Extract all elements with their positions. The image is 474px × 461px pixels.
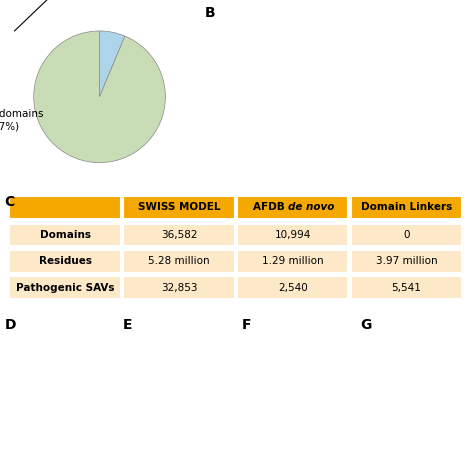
- FancyBboxPatch shape: [237, 276, 348, 299]
- FancyBboxPatch shape: [9, 224, 121, 246]
- FancyBboxPatch shape: [123, 250, 235, 273]
- Text: de novo: de novo: [288, 202, 334, 213]
- Text: Domain Linkers: Domain Linkers: [361, 202, 452, 213]
- Text: 0: 0: [403, 230, 410, 240]
- Text: B: B: [205, 6, 215, 20]
- Text: SWISS MODEL: SWISS MODEL: [137, 202, 220, 213]
- FancyBboxPatch shape: [351, 276, 462, 299]
- Text: Interpro domains
(93.7%): Interpro domains (93.7%): [0, 109, 44, 131]
- Text: G: G: [360, 318, 372, 332]
- FancyBboxPatch shape: [237, 224, 348, 246]
- FancyBboxPatch shape: [237, 250, 348, 273]
- FancyBboxPatch shape: [123, 224, 235, 246]
- FancyBboxPatch shape: [351, 196, 462, 219]
- Text: Pathogenic SAVs: Pathogenic SAVs: [16, 283, 114, 293]
- Text: 36,582: 36,582: [161, 230, 197, 240]
- Text: E: E: [123, 318, 133, 332]
- FancyBboxPatch shape: [237, 196, 348, 219]
- FancyBboxPatch shape: [123, 276, 235, 299]
- Text: 5,541: 5,541: [392, 283, 421, 293]
- Wedge shape: [100, 31, 125, 97]
- Text: Residues: Residues: [39, 256, 91, 266]
- FancyBboxPatch shape: [351, 224, 462, 246]
- Text: 3.97 million: 3.97 million: [375, 256, 438, 266]
- FancyBboxPatch shape: [123, 196, 235, 219]
- Text: F: F: [242, 318, 251, 332]
- Wedge shape: [34, 31, 165, 163]
- Text: 32,853: 32,853: [161, 283, 197, 293]
- Text: 10,994: 10,994: [274, 230, 311, 240]
- FancyBboxPatch shape: [9, 276, 121, 299]
- FancyBboxPatch shape: [9, 196, 121, 219]
- Text: 1.29 million: 1.29 million: [262, 256, 324, 266]
- Text: AFDB: AFDB: [253, 202, 288, 213]
- FancyBboxPatch shape: [351, 250, 462, 273]
- Text: 2,540: 2,540: [278, 283, 308, 293]
- FancyBboxPatch shape: [9, 250, 121, 273]
- Text: Domains: Domains: [40, 230, 91, 240]
- Text: D: D: [5, 318, 16, 332]
- Text: 5.28 million: 5.28 million: [148, 256, 210, 266]
- Text: C: C: [5, 195, 15, 209]
